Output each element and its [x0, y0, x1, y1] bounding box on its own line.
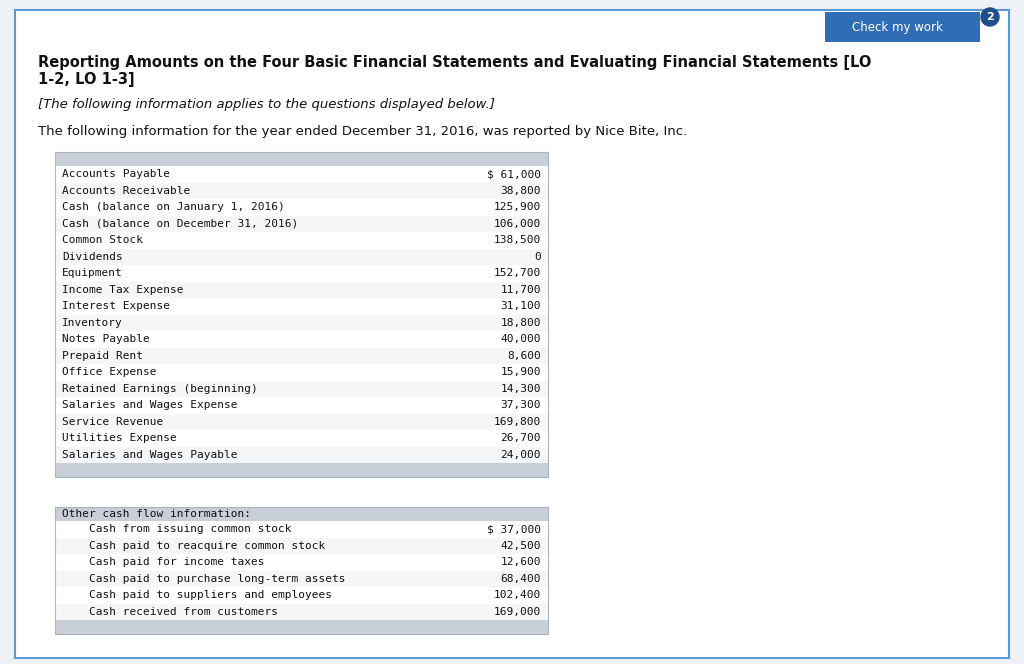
- Bar: [55, 620, 548, 634]
- Bar: [55, 152, 548, 477]
- Text: Accounts Payable: Accounts Payable: [62, 169, 170, 179]
- Text: 40,000: 40,000: [501, 334, 541, 344]
- Bar: [55, 463, 548, 477]
- Bar: [55, 166, 548, 183]
- Text: Salaries and Wages Payable: Salaries and Wages Payable: [62, 450, 238, 459]
- Bar: [55, 430, 548, 446]
- Text: Retained Earnings (beginning): Retained Earnings (beginning): [62, 384, 258, 394]
- Text: Cash paid for income taxes: Cash paid for income taxes: [62, 557, 264, 567]
- Bar: [55, 537, 548, 554]
- Bar: [55, 183, 548, 199]
- Text: Income Tax Expense: Income Tax Expense: [62, 285, 183, 295]
- Text: Salaries and Wages Expense: Salaries and Wages Expense: [62, 400, 238, 410]
- Text: Cash (balance on December 31, 2016): Cash (balance on December 31, 2016): [62, 218, 298, 229]
- Bar: [55, 364, 548, 380]
- Bar: [55, 315, 548, 331]
- Text: Other cash flow information:: Other cash flow information:: [62, 509, 251, 519]
- Text: Inventory: Inventory: [62, 318, 123, 328]
- Text: Notes Payable: Notes Payable: [62, 334, 150, 344]
- Bar: [55, 380, 548, 397]
- Text: Cash (balance on January 1, 2016): Cash (balance on January 1, 2016): [62, 203, 285, 212]
- Text: 106,000: 106,000: [494, 218, 541, 229]
- Bar: [55, 152, 548, 166]
- Bar: [55, 265, 548, 282]
- Bar: [55, 331, 548, 347]
- Text: Cash paid to purchase long-term assets: Cash paid to purchase long-term assets: [62, 574, 345, 584]
- Text: 169,000: 169,000: [494, 607, 541, 617]
- Bar: [825, 12, 980, 42]
- Text: 18,800: 18,800: [501, 318, 541, 328]
- Text: Cash received from customers: Cash received from customers: [62, 607, 278, 617]
- Bar: [55, 199, 548, 216]
- Text: [The following information applies to the questions displayed below.]: [The following information applies to th…: [38, 98, 495, 111]
- Text: 8,600: 8,600: [507, 351, 541, 361]
- Text: Reporting Amounts on the Four Basic Financial Statements and Evaluating Financia: Reporting Amounts on the Four Basic Fina…: [38, 55, 871, 70]
- Circle shape: [981, 8, 999, 26]
- Text: Cash from issuing common stock: Cash from issuing common stock: [62, 525, 292, 535]
- Text: 152,700: 152,700: [494, 268, 541, 278]
- Text: 2: 2: [986, 12, 994, 22]
- Text: 38,800: 38,800: [501, 186, 541, 196]
- Text: Utilities Expense: Utilities Expense: [62, 433, 177, 444]
- Bar: [55, 397, 548, 414]
- Text: 31,100: 31,100: [501, 301, 541, 311]
- Text: Cash paid to suppliers and employees: Cash paid to suppliers and employees: [62, 590, 332, 600]
- Text: 37,300: 37,300: [501, 400, 541, 410]
- Text: 15,900: 15,900: [501, 367, 541, 377]
- Text: 125,900: 125,900: [494, 203, 541, 212]
- Bar: [55, 587, 548, 604]
- Text: $ 37,000: $ 37,000: [487, 525, 541, 535]
- Text: $ 61,000: $ 61,000: [487, 169, 541, 179]
- Text: Service Revenue: Service Revenue: [62, 417, 163, 427]
- Text: Office Expense: Office Expense: [62, 367, 157, 377]
- Text: 1-2, LO 1-3]: 1-2, LO 1-3]: [38, 72, 134, 87]
- Bar: [55, 298, 548, 315]
- Text: Cash paid to reacquire common stock: Cash paid to reacquire common stock: [62, 540, 326, 550]
- Text: 138,500: 138,500: [494, 235, 541, 245]
- Bar: [55, 521, 548, 537]
- Text: 169,800: 169,800: [494, 417, 541, 427]
- Text: 12,600: 12,600: [501, 557, 541, 567]
- Bar: [55, 507, 548, 521]
- Text: Dividends: Dividends: [62, 252, 123, 262]
- Bar: [55, 216, 548, 232]
- Bar: [55, 414, 548, 430]
- Text: Prepaid Rent: Prepaid Rent: [62, 351, 143, 361]
- Bar: [55, 347, 548, 364]
- Text: 26,700: 26,700: [501, 433, 541, 444]
- Text: 68,400: 68,400: [501, 574, 541, 584]
- Bar: [55, 554, 548, 570]
- Text: 42,500: 42,500: [501, 540, 541, 550]
- Text: 11,700: 11,700: [501, 285, 541, 295]
- Text: Accounts Receivable: Accounts Receivable: [62, 186, 190, 196]
- Text: Equipment: Equipment: [62, 268, 123, 278]
- Text: 14,300: 14,300: [501, 384, 541, 394]
- Bar: [55, 446, 548, 463]
- Bar: [55, 507, 548, 634]
- Bar: [55, 232, 548, 248]
- Text: 24,000: 24,000: [501, 450, 541, 459]
- Bar: [55, 570, 548, 587]
- Bar: [55, 248, 548, 265]
- Bar: [55, 282, 548, 298]
- Bar: [55, 604, 548, 620]
- Text: Check my work: Check my work: [852, 21, 943, 33]
- Text: Common Stock: Common Stock: [62, 235, 143, 245]
- Text: 0: 0: [535, 252, 541, 262]
- Text: The following information for the year ended December 31, 2016, was reported by : The following information for the year e…: [38, 125, 687, 138]
- Text: 102,400: 102,400: [494, 590, 541, 600]
- Text: Interest Expense: Interest Expense: [62, 301, 170, 311]
